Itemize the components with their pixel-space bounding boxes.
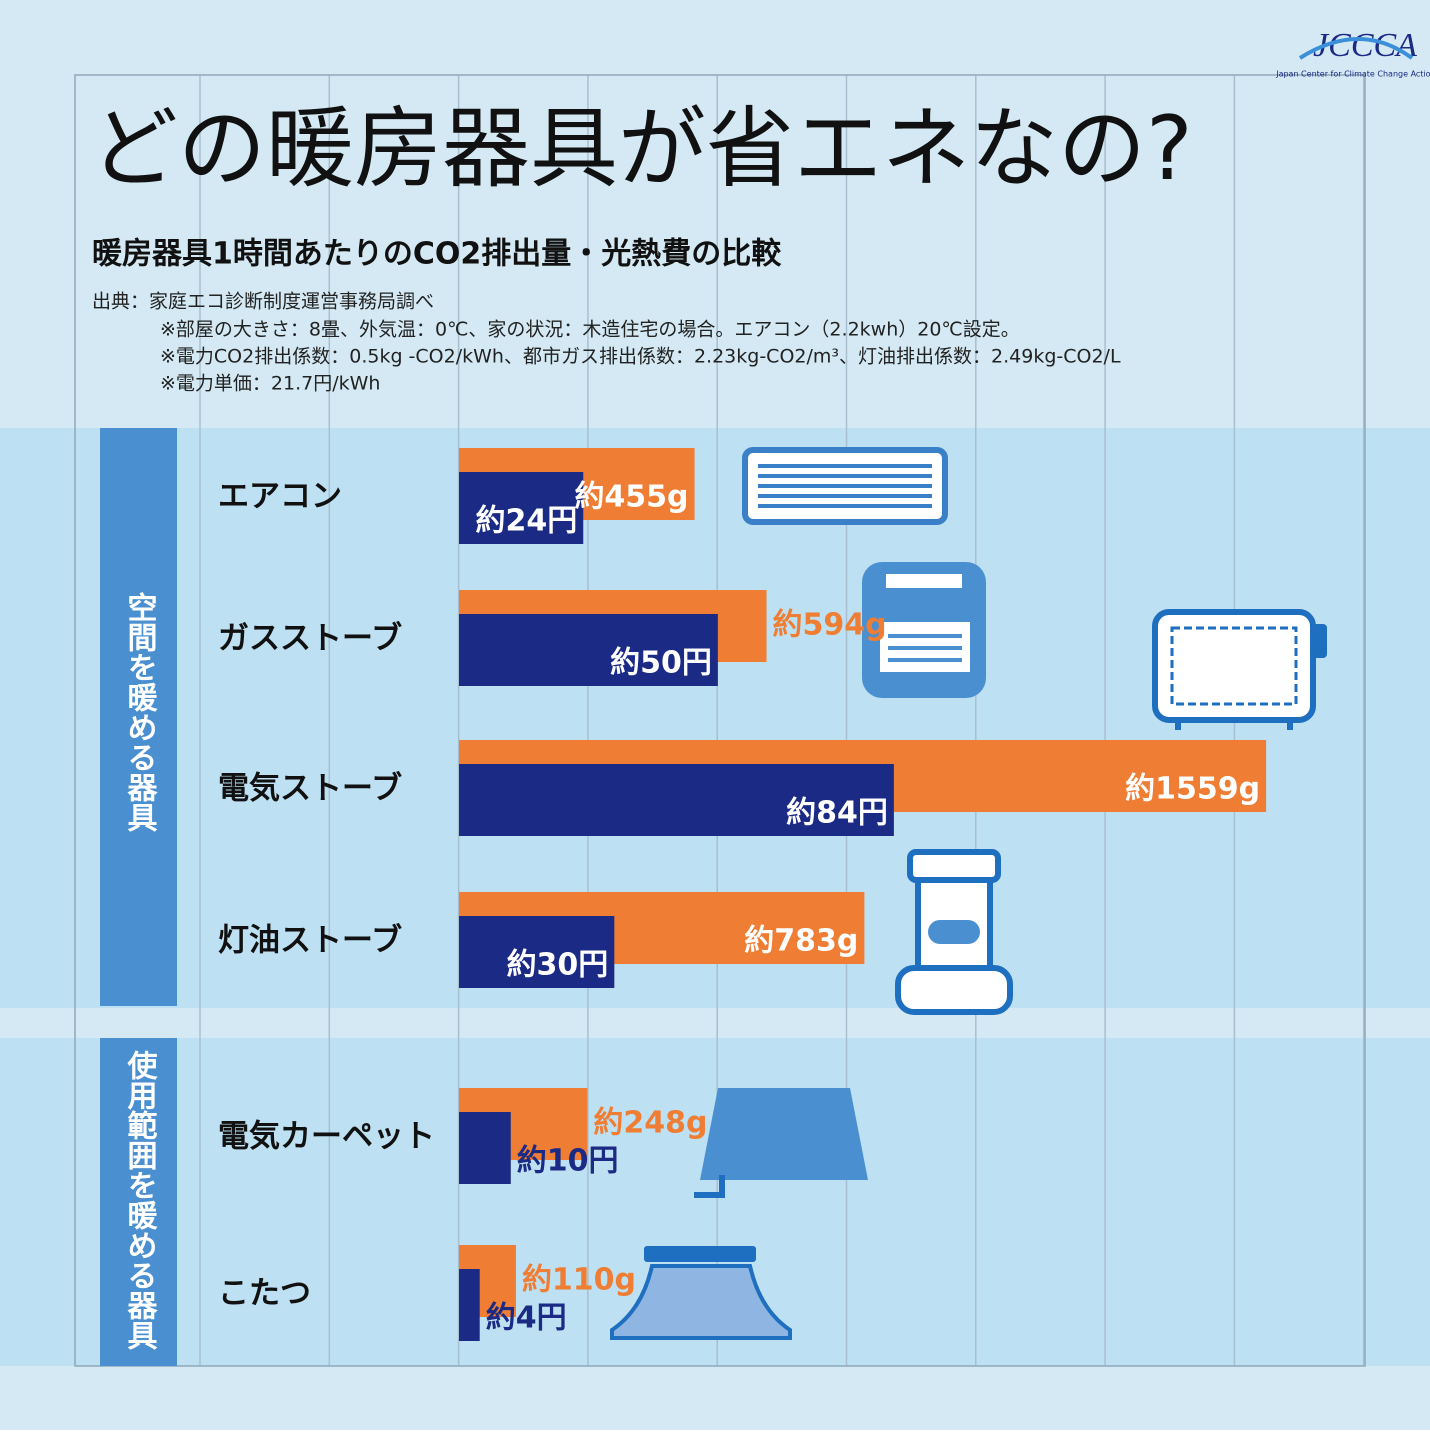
logo-caption: Japan Center for Climate Change Actions	[1275, 70, 1430, 79]
group-label: 使用範囲を暖める器具	[122, 1050, 159, 1350]
icon-kotatsu	[610, 1246, 792, 1340]
frame	[74, 74, 1366, 1367]
icon-kerosene-stove	[895, 849, 1013, 1015]
value-label: 約50円	[610, 646, 712, 681]
category-label: ガスストーブ	[218, 621, 402, 657]
value-label: 約30円	[507, 948, 609, 983]
subtitle: 暖房器具1時間あたりのCO2排出量・光熱費の比較	[92, 237, 782, 272]
group-bar	[100, 428, 177, 1006]
value-label: 約10円	[517, 1144, 619, 1179]
bar	[459, 916, 615, 988]
value-label: 約24円	[476, 504, 578, 539]
value-label: 約4円	[486, 1301, 567, 1336]
value-label: 約783g	[744, 924, 858, 959]
value-label: 約1559g	[1125, 772, 1260, 807]
value-label: 約455g	[574, 480, 688, 515]
group-bar	[100, 1038, 177, 1366]
icon-electric-stove	[1152, 609, 1327, 730]
note: ※電力単価：21.7円/kWh	[160, 373, 380, 395]
category-label: 電気カーペット	[218, 1119, 435, 1155]
bar	[459, 614, 718, 686]
chart-title: どの暖房器具が省エネなの?	[90, 97, 1193, 200]
category-label: 灯油ストーブ	[218, 923, 402, 959]
source: 出典：家庭エコ診断制度運営事務局調べ	[92, 291, 434, 313]
bar	[459, 764, 894, 836]
note: ※電力CO2排出係数：0.5kg -CO2/kWh、都市ガス排出係数：2.23k…	[160, 346, 1121, 368]
logo-arc	[1298, 37, 1414, 60]
category-label: 電気ストーブ	[218, 771, 402, 807]
value-label: 約248g	[593, 1106, 707, 1141]
bar	[459, 1112, 511, 1184]
icon-gas-stove	[862, 562, 986, 698]
icon-aircon	[742, 447, 948, 525]
value-label: 約84円	[786, 796, 888, 831]
note: ※部屋の大きさ：8畳、外気温：0℃、家の状況：木造住宅の場合。エアコン（2.2k…	[160, 319, 1020, 341]
value-label: 約594g	[773, 608, 887, 643]
value-label: 約110g	[522, 1263, 636, 1298]
category-label: エアコン	[218, 479, 342, 515]
group-label: 空間を暖める器具	[122, 592, 159, 832]
bar	[459, 472, 584, 544]
icon-carpet	[694, 1088, 868, 1198]
category-label: こたつ	[218, 1276, 311, 1312]
bar	[459, 1269, 480, 1341]
